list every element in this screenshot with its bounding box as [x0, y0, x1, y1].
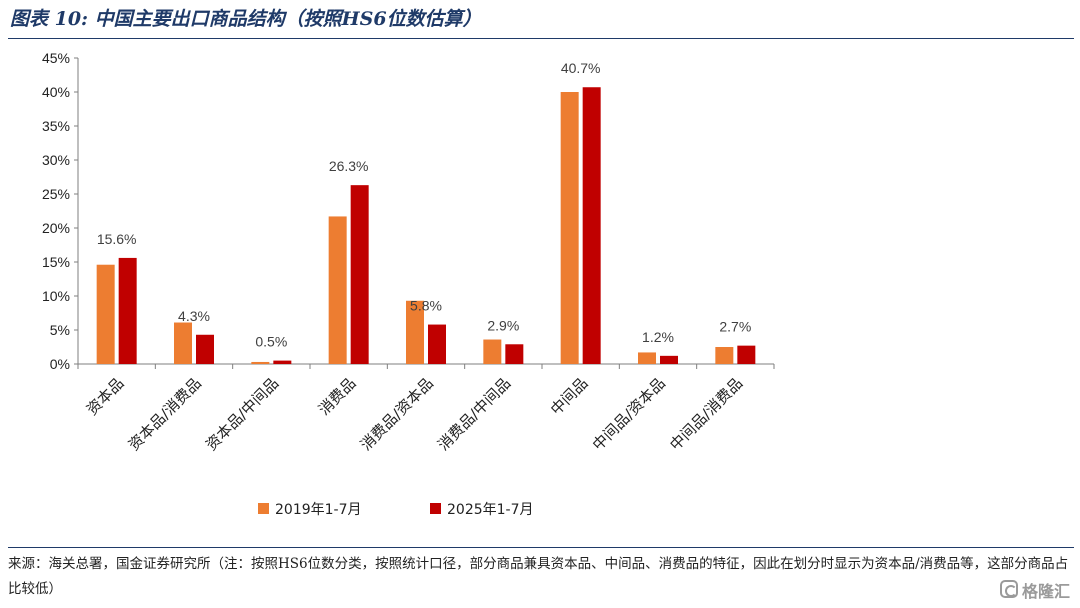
x-category-label: 资本品/中间品 — [202, 374, 282, 454]
data-label: 1.2% — [642, 329, 674, 345]
bar-2019 — [715, 347, 734, 364]
y-tick-label: 20% — [42, 220, 70, 236]
bar-2019 — [251, 361, 270, 364]
y-tick-label: 15% — [42, 254, 70, 270]
x-category-label: 消费品 — [315, 374, 360, 419]
bar-2019 — [483, 339, 502, 364]
data-label: 15.6% — [97, 231, 137, 247]
bar-2019 — [560, 92, 579, 364]
y-tick-label: 10% — [42, 288, 70, 304]
y-tick-label: 30% — [42, 152, 70, 168]
source-rule — [8, 547, 1074, 548]
bar-2025 — [428, 324, 446, 364]
bar-2025 — [737, 345, 756, 364]
bar-2025 — [273, 360, 292, 364]
x-category-label: 中间品/消费品 — [666, 374, 746, 454]
bar-2025 — [660, 355, 678, 364]
data-labels: 15.6% 4.3% 0.5% 26.3% 5.8% 2.9% 40.7% 1.2% 2.7% — [97, 60, 751, 349]
bar-2025 — [118, 257, 137, 364]
bar-2019 — [96, 264, 115, 364]
bar-2025 — [582, 87, 601, 365]
bars — [96, 87, 756, 365]
y-tick-label: 40% — [42, 84, 70, 100]
bar-2019 — [406, 300, 424, 364]
axes: 0% 5% 10% 15% 20% 25% 30% 35% 40% 45% 资本品资本品/消费品资本… — [42, 50, 775, 454]
bar-2019 — [174, 322, 192, 364]
data-label: 4.3% — [178, 308, 210, 324]
bar-2025 — [505, 344, 524, 364]
x-category-label: 中间品 — [547, 374, 592, 419]
x-category-label: 资本品/消费品 — [125, 374, 205, 454]
x-category-label: 资本品 — [83, 374, 128, 419]
legend-label: 2025年1-7月 — [447, 502, 534, 518]
bar-2025 — [196, 334, 214, 364]
legend-swatch — [258, 503, 269, 514]
legend-label: 2019年1-7月 — [275, 502, 362, 518]
data-label: 2.7% — [719, 319, 751, 335]
data-label: 40.7% — [561, 60, 601, 76]
x-category-label: 消费品/资本品 — [357, 374, 437, 454]
watermark-text: 格隆汇 — [1022, 582, 1071, 601]
y-tick-label: 35% — [42, 118, 70, 134]
y-tick-label: 5% — [50, 322, 70, 338]
bar-2025 — [350, 185, 369, 364]
bar-2019 — [638, 352, 656, 364]
x-category-label: 消费品/中间品 — [434, 374, 514, 454]
title-rule — [8, 38, 1074, 39]
data-label: 2.9% — [487, 317, 519, 333]
data-label: 0.5% — [255, 334, 287, 350]
data-label: 26.3% — [329, 158, 369, 174]
bar-2019 — [328, 216, 347, 364]
source-note: 来源：海关总署，国金证券研究所（注：按照HS6位数分类，按照统计口径，部分商品兼… — [8, 556, 1069, 597]
y-tick-label: 25% — [42, 186, 70, 202]
legend-swatch — [430, 503, 441, 514]
bar-chart: 0% 5% 10% 15% 20% 25% 30% 35% 40% 45% 资本品资本品/消费品资本… — [42, 50, 775, 518]
legend: 2019年1-7月 2025年1-7月 — [258, 502, 534, 518]
data-label: 5.8% — [410, 298, 442, 314]
chart-title: 图表 10: 中国主要出口商品结构（按照HS6位数估算） — [10, 8, 482, 30]
y-tick-label: 45% — [42, 50, 70, 66]
watermark-icon — [1000, 580, 1018, 598]
x-category-label: 中间品/资本品 — [589, 374, 669, 454]
watermark-logo: 格隆汇 — [1000, 578, 1074, 602]
y-tick-label: 0% — [50, 356, 70, 372]
